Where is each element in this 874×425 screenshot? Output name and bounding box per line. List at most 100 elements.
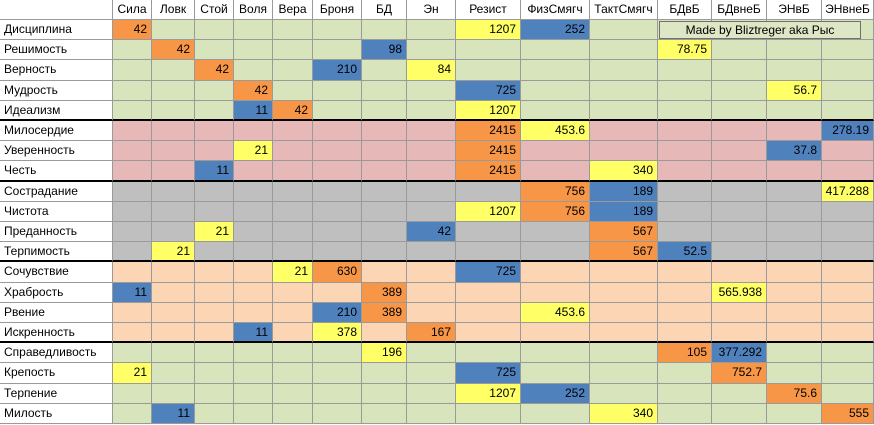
empty-cell — [658, 262, 712, 283]
empty-cell — [313, 161, 362, 182]
empty-cell — [658, 403, 712, 424]
empty-cell — [362, 242, 407, 263]
empty-cell — [362, 20, 407, 41]
empty-cell — [234, 403, 273, 424]
empty-cell — [407, 201, 456, 222]
empty-cell — [313, 121, 362, 142]
empty-cell — [273, 323, 313, 344]
empty-cell — [521, 242, 590, 263]
empty-cell — [767, 363, 822, 384]
empty-cell — [822, 343, 874, 364]
empty-cell — [113, 201, 152, 222]
empty-cell — [590, 363, 658, 384]
empty-cell — [362, 60, 407, 81]
empty-cell — [521, 262, 590, 283]
empty-cell — [273, 80, 313, 101]
value-cell: 252 — [521, 383, 590, 404]
empty-cell — [822, 80, 874, 101]
empty-cell — [658, 383, 712, 404]
empty-cell — [113, 242, 152, 263]
empty-cell — [658, 121, 712, 142]
column-header: Вера — [273, 0, 313, 20]
empty-cell — [113, 80, 152, 101]
empty-cell — [712, 161, 767, 182]
empty-cell — [113, 302, 152, 323]
empty-cell — [195, 80, 234, 101]
empty-cell — [195, 323, 234, 344]
empty-cell — [712, 403, 767, 424]
empty-cell — [521, 363, 590, 384]
value-cell: 278.19 — [822, 121, 874, 142]
empty-cell — [822, 161, 874, 182]
empty-cell — [113, 222, 152, 243]
empty-cell — [362, 323, 407, 344]
row-label: Терпение — [0, 383, 113, 404]
empty-cell — [152, 121, 195, 142]
empty-cell — [362, 141, 407, 162]
column-header: БДвнеБ — [712, 0, 767, 20]
value-cell: 78.75 — [658, 40, 712, 61]
empty-cell — [152, 201, 195, 222]
empty-cell — [456, 323, 521, 344]
empty-cell — [456, 343, 521, 364]
empty-cell — [767, 302, 822, 323]
value-cell: 210 — [313, 60, 362, 81]
empty-cell — [113, 383, 152, 404]
column-header: Сила — [113, 0, 152, 20]
value-cell: 756 — [521, 181, 590, 202]
empty-cell — [407, 302, 456, 323]
empty-cell — [234, 201, 273, 222]
empty-cell — [456, 242, 521, 263]
row-label: Сочувствие — [0, 262, 113, 283]
empty-cell — [152, 282, 195, 303]
empty-cell — [407, 383, 456, 404]
empty-cell — [195, 363, 234, 384]
empty-cell — [407, 20, 456, 41]
value-cell: 52.5 — [658, 242, 712, 263]
empty-cell — [113, 343, 152, 364]
empty-cell — [195, 201, 234, 222]
empty-cell — [152, 181, 195, 202]
empty-cell — [658, 80, 712, 101]
empty-cell — [152, 80, 195, 101]
row-label: Чистота — [0, 201, 113, 222]
value-cell: 167 — [407, 323, 456, 344]
value-cell: 42 — [407, 222, 456, 243]
value-cell: 2415 — [456, 161, 521, 182]
value-cell: 105 — [658, 343, 712, 364]
value-cell: 378 — [313, 323, 362, 344]
empty-cell — [658, 201, 712, 222]
column-header: Броня — [313, 0, 362, 20]
empty-cell — [521, 222, 590, 243]
empty-cell — [822, 383, 874, 404]
empty-cell — [273, 403, 313, 424]
column-header: ЭНвБ — [767, 0, 822, 20]
empty-cell — [313, 242, 362, 263]
empty-cell — [362, 383, 407, 404]
empty-cell — [152, 302, 195, 323]
empty-cell — [313, 343, 362, 364]
empty-cell — [590, 20, 658, 41]
empty-cell — [195, 20, 234, 41]
column-header: БД — [362, 0, 407, 20]
value-cell: 21 — [195, 222, 234, 243]
empty-cell — [456, 40, 521, 61]
empty-cell — [273, 363, 313, 384]
value-cell: 189 — [590, 201, 658, 222]
empty-cell — [362, 80, 407, 101]
empty-cell — [767, 161, 822, 182]
empty-cell — [590, 282, 658, 303]
empty-cell — [407, 100, 456, 121]
empty-cell — [767, 262, 822, 283]
row-label: Милость — [0, 403, 113, 424]
empty-cell — [313, 282, 362, 303]
empty-cell — [273, 343, 313, 364]
empty-cell — [113, 100, 152, 121]
empty-cell — [456, 403, 521, 424]
empty-cell — [712, 242, 767, 263]
empty-cell — [362, 363, 407, 384]
empty-cell — [407, 242, 456, 263]
empty-cell — [113, 121, 152, 142]
empty-cell — [313, 40, 362, 61]
empty-cell — [456, 222, 521, 243]
